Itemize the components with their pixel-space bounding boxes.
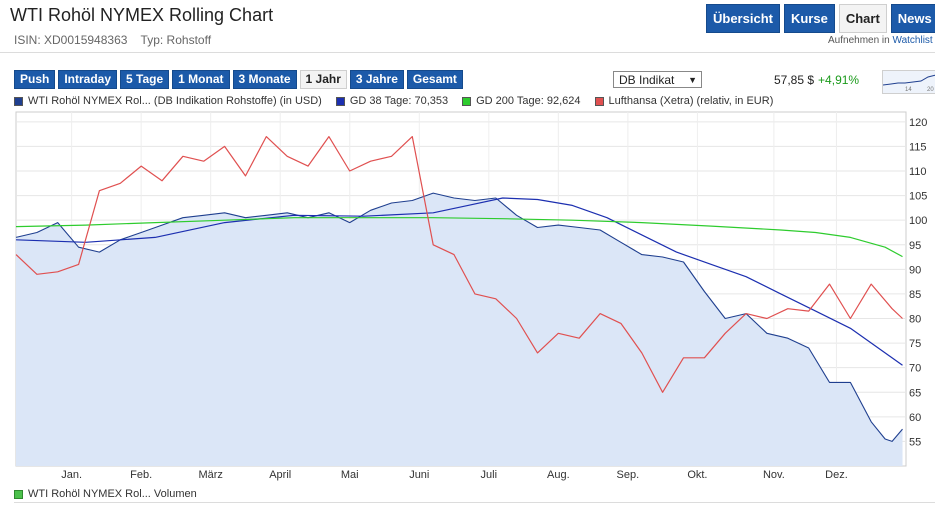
x-tick-label: Feb. [130,469,152,481]
range-button-bar: Push Intraday 5 Tage 1 Monat 3 Monate 1 Jahr 3… [14,70,463,89]
legend-item[interactable]: GD 200 Tage: 92,624 [462,95,581,107]
legend-label: GD 38 Tage: 70,353 [349,95,449,107]
quote-display: 57,85 $ +4,91% [774,73,859,87]
thumbnail-label: 20 [927,87,934,93]
tab-news[interactable]: News [890,4,935,33]
legend-swatch [14,96,23,106]
range-button-push[interactable]: Push [14,70,56,89]
x-tick-label: Juli [481,469,498,481]
x-tick-label: März [198,469,222,481]
nav-tabs: ÜbersichtKurseChartNewsF [706,4,935,33]
header-divider [0,52,935,53]
y-tick-label: 70 [909,363,921,375]
data-source-value: DB Indikat [619,73,675,87]
series-line-gd38 [15,197,903,366]
tab--bersicht[interactable]: Übersicht [706,4,780,33]
x-tick-label: Sep. [617,469,640,481]
tab-kurse[interactable]: Kurse [783,4,835,33]
range-button-5-tage[interactable]: 5 Tage [120,70,170,89]
range-button-3-jahre[interactable]: 3 Jahre [349,70,404,89]
quote-change: +4,91% [818,73,860,87]
chevron-down-icon: ▼ [688,75,697,85]
legend-swatch [335,96,345,106]
x-tick-label: Jan. [61,469,82,481]
volume-legend: WTI Rohöl NYMEX Rol... Volumen [14,488,197,500]
thumbnail-sparkline: 14 20 [883,74,935,93]
price-chart[interactable]: 55 60 65 70 75 80 85 90 95 100 105 110 115 120 Jan. Feb… [14,110,935,482]
legend-item[interactable]: GD 38 Tage: 70,353 [335,95,449,107]
y-tick-label: 60 [909,412,921,424]
y-tick-label: 85 [909,289,921,301]
x-tick-label: Juni [409,469,429,481]
y-tick-label: 105 [909,191,927,203]
quote-price: 57,85 $ [774,73,815,87]
range-button-gesamt[interactable]: Gesamt [406,70,463,89]
y-tick-label: 55 [909,436,921,448]
y-tick-label: 80 [909,314,921,326]
legend-label: Lufthansa (Xetra) (relativ, in EUR) [608,95,774,107]
type-label: Typ: Rohstoff [140,33,212,47]
series-line-lufthansa [15,136,903,393]
y-tick-label: 110 [909,166,927,178]
x-tick-label: Aug. [547,469,570,481]
x-tick-label: Okt. [687,469,707,481]
watchlist-link[interactable]: Watchlist [892,35,933,46]
tab-chart[interactable]: Chart [838,4,887,33]
bottom-divider [14,502,935,503]
watchlist-prefix: Aufnehmen in [828,35,890,46]
x-tick-label: April [269,469,291,481]
series-line-gd200 [15,217,903,258]
y-tick-label: 100 [909,215,927,227]
y-tick-label: 90 [909,264,921,276]
series-area-fill [16,193,903,466]
y-tick-label: 65 [909,387,921,399]
volume-legend-swatch [14,489,23,499]
legend-swatch [594,96,604,106]
price-chart-svg: 55 60 65 70 75 80 85 90 95 100 105 110 115 120 Jan. Feb… [15,111,927,481]
volume-legend-label: WTI Rohöl NYMEX Rol... Volumen [28,488,197,500]
data-source-select[interactable]: DB Indikat ▼ [613,71,702,88]
chart-thumbnail[interactable]: 14 20 [882,70,935,94]
thumbnail-label: 14 [905,87,912,93]
range-button-1-jahr[interactable]: 1 Jahr [299,70,347,89]
x-tick-label: Nov. [763,469,785,481]
legend-swatch [462,96,472,106]
range-button-intraday[interactable]: Intraday [58,70,118,89]
range-button-3-monate[interactable]: 3 Monate [232,70,297,89]
legend-label: WTI Rohöl NYMEX Rol... (DB Indikation Ro… [28,95,322,107]
legend-label: GD 200 Tage: 92,624 [476,95,581,107]
watchlist-link-wrap: Aufnehmen in Watchlist [828,35,933,46]
y-tick-label: 75 [909,338,921,350]
instrument-info: ISIN: XD0015948363 Typ: Rohstoff [14,33,221,47]
y-tick-label: 95 [909,240,921,252]
y-tick-label: 120 [909,117,927,129]
page-title: WTI Rohöl NYMEX Rolling Chart [10,5,274,25]
range-button-1-monat[interactable]: 1 Monat [172,70,230,89]
chart-legend: WTI Rohöl NYMEX Rol... (DB Indikation Ro… [14,95,773,107]
y-tick-label: 115 [909,141,927,153]
legend-item[interactable]: WTI Rohöl NYMEX Rol... (DB Indikation Ro… [14,95,322,107]
isin-label: ISIN: XD0015948363 [14,33,128,47]
legend-item[interactable]: Lufthansa (Xetra) (relativ, in EUR) [594,95,774,107]
x-tick-label: Mai [341,469,359,481]
x-tick-label: Dez. [825,469,848,481]
